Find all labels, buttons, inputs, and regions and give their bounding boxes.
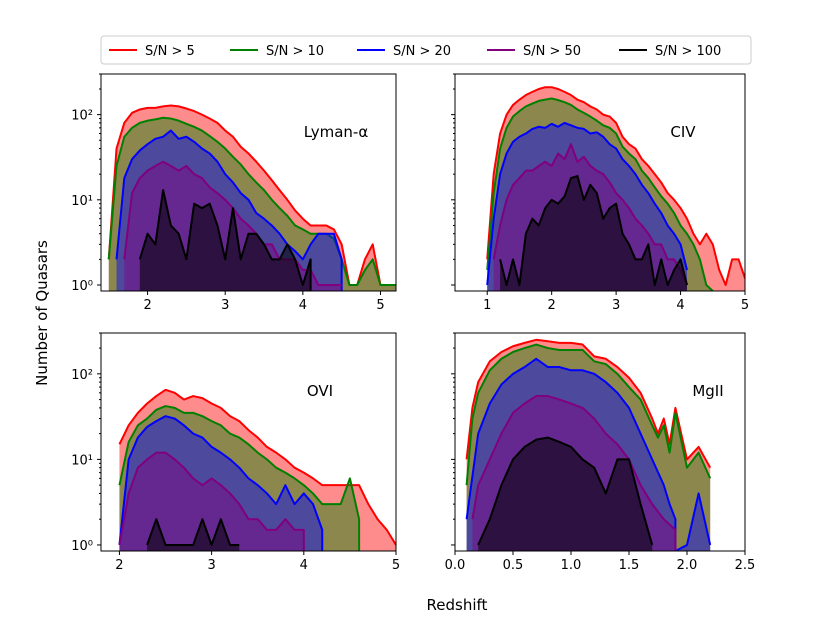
panels: 2 3 4 5 10⁰ 10¹ 10² Lyman-α 1 2 3 4 5 CIV 2 3 4 5 10⁰ 10¹ 10…: [71, 73, 756, 573]
legend: S/N > 5 S/N > 10 S/N > 20 S/N > 50 S/N > 100: [100, 35, 752, 65]
series-line-snr-4: [492, 143, 688, 286]
y-axis-label: Number of Quasars: [33, 240, 51, 386]
axes-frame: [454, 73, 746, 292]
axes-frame: [454, 332, 746, 552]
plot-area: [465, 338, 712, 551]
panel-4: 0.0 0.5 1.0 1.5 2.0 2.5 MgII: [445, 332, 756, 573]
x-tick-label: 1: [483, 298, 491, 313]
plot-area: [118, 388, 396, 551]
x-tick-label: 5: [392, 558, 400, 573]
panel-title: OVI: [307, 382, 333, 400]
plot-area: [107, 104, 396, 291]
series-line-snr-4: [471, 395, 677, 551]
panel-title: Lyman-α: [304, 123, 369, 141]
series-line-snr-1: [465, 338, 712, 469]
legend-frame: [100, 35, 752, 65]
y-tick-label: 10⁰: [71, 539, 93, 554]
x-tick-label: 3: [221, 298, 229, 313]
x-tick-label: 2: [143, 298, 151, 313]
series-area-snr-5: [478, 437, 653, 551]
series-line-snr-2: [486, 97, 714, 291]
series-line-snr-3: [115, 129, 343, 291]
series-line-snr-5: [138, 189, 312, 291]
panel-title: MgII: [692, 382, 723, 400]
x-tick-label: 3: [207, 558, 215, 573]
x-tick-label: 0.0: [445, 558, 466, 573]
legend-label: S/N > 50: [523, 44, 581, 59]
x-axis-label: Redshift: [427, 596, 488, 614]
panel-1: 2 3 4 5 10⁰ 10¹ 10² Lyman-α: [71, 73, 397, 313]
y-tick-label: 10¹: [71, 453, 93, 468]
series-area-snr-5: [500, 176, 687, 291]
legend-label: S/N > 20: [393, 44, 451, 59]
x-tick-label: 2: [548, 298, 556, 313]
series-line-snr-3: [465, 357, 712, 551]
legend-label: S/N > 10: [266, 44, 324, 59]
y-tick-label: 10⁰: [71, 279, 93, 294]
panel-3: 2 3 4 5 10⁰ 10¹ 10² OVI: [71, 332, 400, 573]
series-line-snr-5: [477, 436, 654, 546]
x-tick-label: 5: [376, 298, 384, 313]
x-tick-label: 2.5: [735, 558, 756, 573]
x-tick-label: 4: [676, 298, 684, 313]
x-tick-label: 2.0: [677, 558, 698, 573]
x-tick-label: 5: [741, 298, 749, 313]
series-area-snr-3: [119, 416, 323, 551]
series-area-snr-5: [139, 190, 311, 291]
panel-2: 1 2 3 4 5 CIV: [451, 73, 749, 313]
series-line-snr-3: [486, 121, 688, 286]
x-tick-label: 1.0: [561, 558, 582, 573]
series-line-snr-2: [118, 405, 361, 551]
y-tick-label: 10²: [71, 368, 93, 383]
legend-label: S/N > 5: [145, 44, 195, 59]
series-line-snr-3: [118, 415, 324, 551]
series-area-snr-2: [119, 406, 360, 551]
y-tick-label: 10²: [71, 109, 93, 124]
x-tick-label: 0.5: [503, 558, 524, 573]
legend-label: S/N > 100: [655, 44, 721, 59]
series-line-snr-1: [486, 86, 745, 286]
x-tick-label: 2: [115, 558, 123, 573]
series-line-snr-2: [465, 343, 712, 486]
y-tick-label: 10¹: [71, 194, 93, 209]
plot-area: [486, 86, 745, 291]
series-line-snr-5: [499, 175, 688, 286]
series-area-snr-4: [119, 452, 304, 551]
axes-frame: [100, 332, 397, 552]
series-line-snr-5: [146, 518, 240, 546]
x-tick-label: 4: [300, 558, 308, 573]
series-line-snr-4: [118, 451, 305, 551]
x-tick-label: 3: [612, 298, 620, 313]
x-tick-label: 1.5: [619, 558, 640, 573]
series-area-snr-5: [147, 519, 240, 551]
axes-frame: [100, 73, 397, 292]
x-tick-label: 4: [299, 298, 307, 313]
series-line-snr-2: [107, 116, 396, 286]
series-line-snr-1: [118, 388, 396, 546]
panel-title: CIV: [670, 123, 696, 141]
